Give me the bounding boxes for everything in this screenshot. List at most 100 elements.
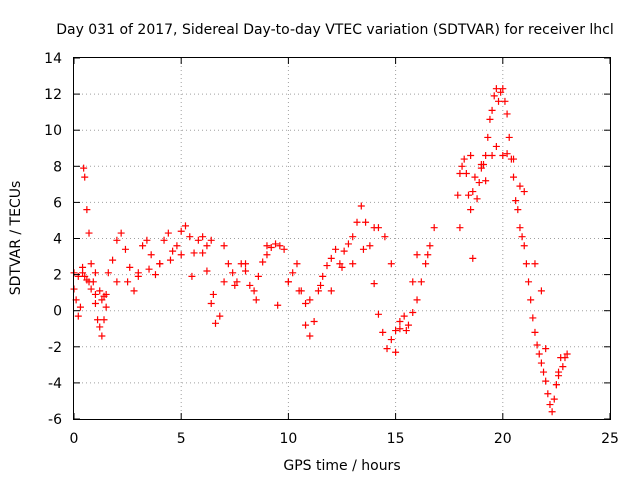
data-point (317, 281, 325, 289)
data-point (199, 249, 207, 257)
data-point (280, 245, 288, 253)
data-point (173, 242, 181, 250)
data-point (91, 299, 99, 307)
data-point (327, 254, 335, 262)
data-point (220, 242, 228, 250)
data-point (121, 245, 129, 253)
y-tick-label: 8 (53, 159, 62, 175)
data-point (76, 303, 84, 311)
data-point (126, 263, 134, 271)
data-point (359, 245, 367, 253)
data-point (520, 242, 528, 250)
data-point (512, 197, 520, 205)
data-point (209, 290, 217, 298)
data-point (250, 287, 258, 295)
data-point (274, 301, 282, 309)
data-point (224, 260, 232, 268)
data-point (426, 242, 434, 250)
data-point (559, 363, 567, 371)
data-point (396, 325, 404, 333)
data-point (203, 267, 211, 275)
data-point (190, 249, 198, 257)
data-point (454, 191, 462, 199)
data-point (542, 345, 550, 353)
data-point (404, 321, 412, 329)
data-point (430, 224, 438, 232)
data-point (424, 251, 432, 259)
data-point (332, 245, 340, 253)
x-tick-label: 10 (279, 431, 297, 447)
data-point (130, 287, 138, 295)
data-point (402, 327, 410, 335)
data-point (102, 303, 110, 311)
data-point (143, 236, 151, 244)
data-point (477, 160, 485, 168)
data-point (520, 188, 528, 196)
data-point (482, 177, 490, 185)
data-point (413, 296, 421, 304)
data-point (531, 260, 539, 268)
chart-gridlines (74, 58, 610, 419)
data-point (188, 272, 196, 280)
data-point (302, 321, 310, 329)
data-point (212, 319, 220, 327)
data-point (109, 256, 117, 264)
data-point (546, 401, 554, 409)
data-point (486, 115, 494, 123)
data-point (87, 260, 95, 268)
data-point (85, 229, 93, 237)
data-point (469, 254, 477, 262)
data-point (80, 164, 88, 172)
y-tick-label: 0 (53, 304, 62, 320)
data-point (98, 296, 106, 304)
data-point (516, 224, 524, 232)
data-point (81, 272, 89, 280)
data-point (413, 251, 421, 259)
data-point (207, 236, 215, 244)
data-point (464, 191, 472, 199)
data-point (207, 299, 215, 307)
data-point (492, 85, 500, 93)
y-tick-label: 4 (53, 232, 62, 248)
data-point (563, 350, 571, 358)
data-point (510, 173, 518, 181)
data-point (514, 206, 522, 214)
data-point (458, 162, 466, 170)
data-point (147, 251, 155, 259)
data-point (96, 287, 104, 295)
data-point (74, 272, 82, 280)
data-point (383, 345, 391, 353)
data-point (100, 316, 108, 324)
data-point (422, 260, 430, 268)
data-point (409, 309, 417, 317)
data-point (370, 280, 378, 288)
data-point (499, 151, 507, 159)
data-point (503, 110, 511, 118)
data-point (510, 155, 518, 163)
data-point (85, 278, 93, 286)
plot-frame (73, 57, 611, 420)
data-point (113, 278, 121, 286)
data-point (340, 247, 348, 255)
y-tick-label: -2 (48, 340, 62, 356)
data-point (349, 260, 357, 268)
data-point (177, 227, 185, 235)
axis-tick-marks (73, 57, 611, 420)
data-point (467, 206, 475, 214)
data-point (533, 341, 541, 349)
data-point (166, 256, 174, 264)
data-point (456, 170, 464, 178)
data-point (501, 97, 509, 105)
data-point (387, 260, 395, 268)
data-point (310, 318, 318, 326)
data-point (362, 218, 370, 226)
data-point (456, 224, 464, 232)
data-point (96, 323, 104, 331)
data-point (344, 240, 352, 248)
data-point (381, 233, 389, 241)
data-point (518, 233, 526, 241)
data-point (374, 224, 382, 232)
x-tick-label: 15 (387, 431, 405, 447)
data-point (488, 106, 496, 114)
data-point (537, 359, 545, 367)
